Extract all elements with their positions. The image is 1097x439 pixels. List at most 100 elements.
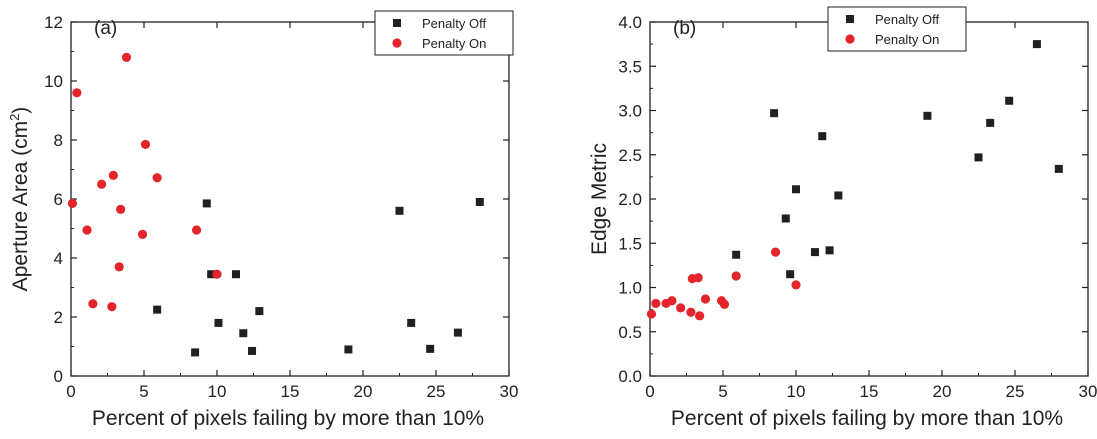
panel-a-label: (a) — [94, 18, 117, 39]
panel-a-x-tick-label: 25 — [427, 382, 446, 401]
data-point-circle — [116, 204, 126, 214]
panel-b-x-tick-label: 25 — [1006, 382, 1025, 401]
data-point-square — [786, 270, 795, 279]
legend-entry-label: Penalty Off — [422, 16, 486, 31]
data-point-square — [810, 248, 819, 257]
data-point-square — [1032, 40, 1041, 49]
legend-entry-label: Penalty Off — [875, 12, 939, 27]
panel-a: 0 5 10 15 20 25 30 0 2 4 6 8 10 12 Percent of pixels f… — [7, 10, 518, 430]
panel-a-x-tick-label: 15 — [281, 382, 300, 401]
data-point-circle — [695, 311, 705, 321]
data-point-circle — [770, 247, 781, 257]
data-point-square — [191, 348, 200, 357]
data-point-square — [1005, 96, 1014, 105]
panel-b-x-tick-label: 20 — [933, 382, 952, 401]
panel-a-y-tick-label: 10 — [44, 72, 63, 91]
data-point-square — [974, 153, 983, 162]
data-point-square — [834, 191, 843, 200]
data-point-circle — [191, 225, 202, 235]
panel-b-y-axis-title: Edge Metric — [588, 143, 611, 255]
data-point-square — [202, 199, 211, 208]
legend-marker-square — [846, 15, 854, 23]
panel-a-plot-frame — [70, 21, 510, 377]
data-point-circle — [97, 179, 107, 189]
panel-b-x-tick-label: 0 — [645, 382, 654, 401]
data-point-square — [153, 305, 162, 314]
panel-a-y-axis-title: Aperture Area (cm2) — [7, 107, 32, 292]
legend-marker-square — [393, 19, 401, 27]
data-point-circle — [121, 52, 132, 63]
panel-a-y-tick-label: 2 — [54, 308, 63, 327]
panel-b-x-tick-label: 10 — [787, 382, 806, 401]
data-point-square — [770, 109, 779, 118]
panel-a-x-tick-label: 5 — [139, 382, 148, 401]
data-point-square — [407, 318, 416, 327]
panel-a-legend: Penalty Off Penalty On — [374, 10, 514, 56]
data-point-square — [214, 318, 223, 327]
panel-b-x-tick-label: 30 — [1079, 382, 1097, 401]
panel-b-y-tick-label: 4.0 — [618, 13, 642, 32]
legend-marker-circle — [845, 34, 855, 44]
legend-marker-circle — [392, 38, 402, 48]
panel-b-y-tick-label: 1.0 — [618, 279, 642, 298]
data-point-square — [986, 118, 995, 127]
data-point-circle — [731, 271, 741, 281]
panel-a-y-tick-label: 6 — [54, 190, 63, 209]
data-point-circle — [646, 309, 657, 319]
data-point-circle — [651, 298, 661, 309]
data-point-circle — [676, 303, 686, 313]
panel-a-series-penalty-on — [67, 52, 222, 312]
panel-a-y-tick-label: 12 — [44, 13, 63, 32]
panel-b-x-axis-title: Percent of pixels failing by more than 1… — [671, 407, 1063, 430]
panel-b-y-tick-label: 3.5 — [618, 57, 642, 76]
panel-b: 0 5 10 15 20 25 30 0.0 0.5 1.0 1.5 2.0 2.5 3.0 3.5 4.0 P… — [588, 6, 1097, 430]
legend-box — [827, 6, 967, 52]
panel-b-x-tick-label: 5 — [718, 382, 727, 401]
data-point-circle — [72, 88, 82, 98]
panel-b-y-tick-label: 2.5 — [618, 146, 642, 165]
panel-b-x-tick-label: 15 — [860, 382, 879, 401]
legend-entry-label: Penalty On — [422, 36, 486, 51]
data-point-circle — [693, 273, 703, 283]
data-point-square — [1054, 164, 1063, 173]
panel-a-x-tick-label: 20 — [354, 382, 373, 401]
data-point-circle — [700, 294, 711, 304]
data-point-circle — [152, 173, 162, 183]
panel-a-y-tick-label: 8 — [54, 131, 63, 150]
data-point-circle — [88, 299, 98, 309]
data-point-circle — [212, 269, 222, 279]
panel-b-series-penalty-on — [646, 247, 801, 321]
panel-b-y-tick-label: 3.0 — [618, 102, 642, 121]
panel-b-y-tick-label: 2.0 — [618, 190, 642, 209]
data-point-circle — [686, 307, 696, 317]
data-point-square — [475, 197, 484, 206]
data-point-circle — [82, 225, 92, 235]
data-point-circle — [108, 170, 118, 180]
data-point-square — [818, 132, 827, 141]
data-point-square — [781, 214, 790, 223]
data-point-circle — [791, 280, 801, 290]
panel-a-y-tick-label: 0 — [54, 367, 63, 386]
panel-a-series-penalty-off — [153, 197, 484, 357]
panel-b-y-tick-label: 1.5 — [618, 234, 642, 253]
data-point-circle — [114, 262, 124, 272]
data-point-square — [732, 250, 741, 259]
legend-entry-label: Penalty On — [875, 32, 939, 47]
data-point-square — [792, 185, 800, 194]
data-point-square — [207, 270, 216, 279]
data-point-square — [344, 345, 353, 354]
panel-b-y-tick-label: 0.0 — [618, 367, 642, 386]
panel-a-y-tick-label: 4 — [54, 249, 63, 268]
panel-b-series-penalty-off — [732, 40, 1063, 279]
data-point-square — [825, 246, 834, 255]
data-point-circle — [719, 299, 730, 309]
data-point-square — [395, 206, 404, 215]
data-point-square — [239, 329, 248, 338]
data-point-circle — [67, 198, 78, 209]
panel-b-plot-frame — [649, 21, 1089, 377]
data-point-square — [426, 344, 435, 353]
legend-box — [374, 10, 514, 56]
panel-b-label: (b) — [673, 18, 696, 39]
data-point-square — [923, 111, 932, 120]
